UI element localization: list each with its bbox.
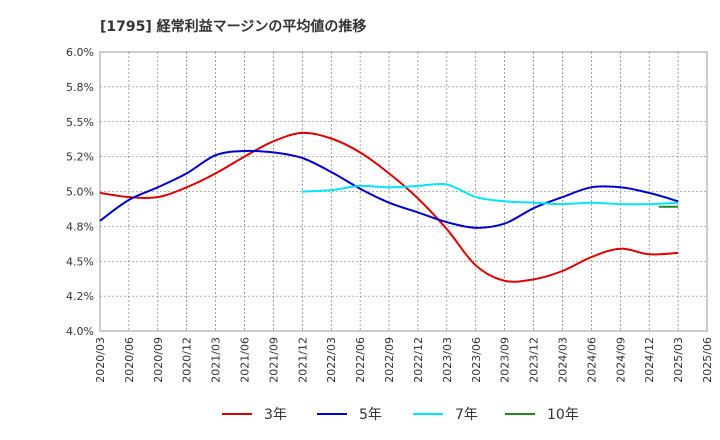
y-tick-label: 5.8%: [66, 81, 94, 94]
x-tick-label: 2021/03: [210, 337, 223, 383]
x-tick-label: 2022/12: [412, 337, 425, 383]
y-tick-label: 6.0%: [66, 46, 94, 59]
x-tick-label: 2021/09: [267, 337, 280, 383]
y-tick-label: 4.8%: [66, 220, 94, 233]
y-tick-label: 5.0%: [66, 186, 94, 199]
x-tick-label: 2025/06: [701, 337, 714, 383]
x-tick-label: 2021/06: [239, 337, 252, 383]
x-tick-label: 2021/12: [296, 337, 309, 383]
legend-label-10年: 10年: [547, 407, 579, 423]
x-tick-label: 2022/09: [383, 337, 396, 383]
x-tick-label: 2020/09: [152, 337, 165, 383]
x-tick-label: 2023/03: [441, 337, 454, 383]
x-tick-label: 2020/12: [181, 337, 194, 383]
series-line-3年: [99, 131, 679, 283]
x-tick-label: 2024/09: [614, 337, 627, 383]
x-axis-ticks: 2020/03 2020/06 2020/09 2020/12 2021/03 2021/…: [94, 337, 714, 383]
x-tick-label: 2024/03: [556, 337, 569, 383]
series-line-5年: [99, 149, 679, 229]
y-axis-ticks: 6.0% 5.8% 5.5% 5.2% 5.0% 4.8% 4.5% 4.2% 4.0%: [66, 46, 94, 338]
x-tick-label: 2020/06: [123, 337, 136, 383]
series-line-7年: [302, 182, 679, 206]
y-tick-label: 4.5%: [66, 255, 94, 268]
x-tick-label: 2022/06: [354, 337, 367, 383]
y-tick-label: 5.5%: [66, 116, 94, 129]
y-tick-label: 4.2%: [66, 290, 94, 303]
x-tick-label: 2023/06: [470, 337, 483, 383]
x-tick-label: 2020/03: [94, 337, 107, 383]
plot-area: [99, 51, 708, 332]
x-tick-label: 2024/06: [585, 337, 598, 383]
x-tick-label: 2023/09: [499, 337, 512, 383]
grid-lines: [100, 52, 707, 331]
x-tick-label: 2023/12: [528, 337, 541, 383]
y-tick-label: 5.2%: [66, 151, 94, 164]
chart-title: [1795] 経常利益マージンの平均値の推移: [100, 18, 366, 35]
legend: 3年 5年 7年 10年: [222, 407, 579, 423]
legend-label-5年: 5年: [359, 407, 382, 423]
x-tick-label: 2024/12: [643, 337, 656, 383]
legend-label-7年: 7年: [455, 407, 478, 423]
x-tick-label: 2025/03: [672, 337, 685, 383]
y-tick-label: 4.0%: [66, 325, 94, 338]
x-tick-label: 2022/03: [325, 337, 338, 383]
legend-label-3年: 3年: [264, 407, 287, 423]
series-lines: [99, 131, 679, 283]
